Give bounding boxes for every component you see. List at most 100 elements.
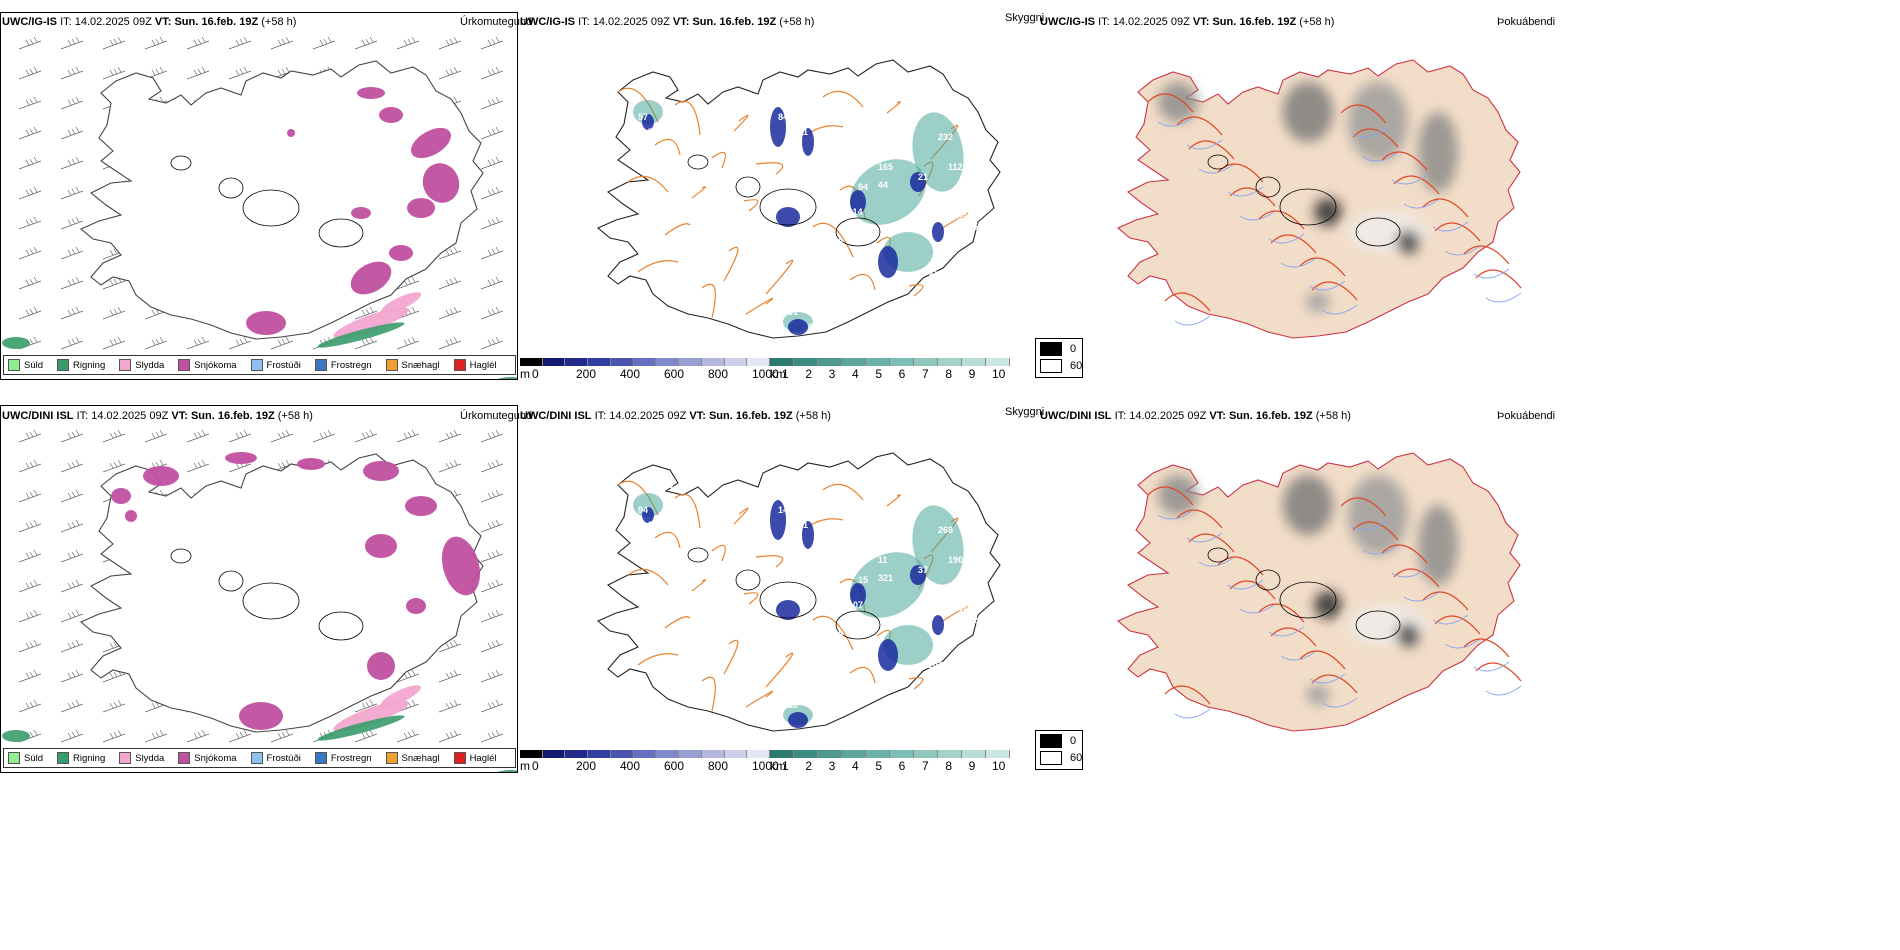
- cbar_m-segment: [520, 750, 543, 758]
- fog-legend-label: 0: [1070, 735, 1077, 747]
- fog-patch-6: [1396, 230, 1420, 254]
- wind-barb: [228, 429, 252, 443]
- legend-swatch: [250, 359, 263, 371]
- fog-patch-3: [1418, 505, 1458, 585]
- cbar_km-tick: 3: [828, 367, 836, 381]
- road-line: [908, 284, 924, 297]
- wind-barb: [228, 66, 252, 80]
- fog-patch-4: [1314, 198, 1342, 226]
- cbar_m-segment: [542, 358, 566, 366]
- cbar_m-tick: 800: [708, 759, 729, 773]
- legend-item: Frostregn: [314, 359, 372, 371]
- visibility-value-label: 94: [858, 182, 869, 192]
- visibility-value-label: 232: [938, 132, 954, 142]
- cbar_km-unit: km: [770, 759, 786, 773]
- wind-barb: [102, 429, 126, 443]
- cbar_km-segment: [770, 750, 794, 758]
- glacier-outline-0: [759, 188, 817, 226]
- wind-barb: [480, 579, 504, 593]
- visibility-value-label: 95: [958, 625, 969, 635]
- road-line: [1422, 198, 1469, 218]
- rain-area-2: [497, 377, 517, 379]
- road-line: [1381, 544, 1428, 564]
- river-line: [1227, 579, 1264, 590]
- cbar_km-segment: [962, 358, 986, 366]
- road-line: [627, 175, 669, 193]
- wind-barb: [60, 156, 84, 170]
- wind-barb: [18, 609, 42, 623]
- glacier-outline-2: [1355, 610, 1401, 640]
- road-line: [1434, 615, 1481, 635]
- cbar_m-tick: 1000: [752, 367, 779, 381]
- river-line: [1391, 567, 1428, 578]
- low-ceiling-area-4: [878, 639, 898, 671]
- fog-map-bottom: [1116, 452, 1522, 732]
- glacier-outline-1: [1255, 176, 1281, 198]
- glacier-outline-1: [735, 176, 761, 198]
- visibility-value-label: 61: [928, 267, 939, 277]
- cbar_km-tick: 4: [852, 759, 859, 773]
- cbar_km-tick: 10: [992, 759, 1006, 773]
- cbar_km-segment: [938, 358, 962, 366]
- legend-label: Frostregn: [330, 752, 372, 764]
- wind-barb: [144, 336, 168, 350]
- legend-item: Snjókoma: [178, 359, 237, 371]
- wind-barb: [354, 729, 378, 743]
- wind-barb: [60, 66, 84, 80]
- low-ceiling-area-8: [932, 222, 944, 242]
- wind-barb: [18, 699, 42, 713]
- wind-barb: [480, 306, 504, 320]
- legend-label: Frostúði: [266, 752, 301, 764]
- legend-item: Súld: [8, 752, 43, 764]
- visibility-value-label: 15: [818, 157, 829, 167]
- wind-barb: [186, 66, 210, 80]
- wind-barb: [60, 306, 84, 320]
- visibility-value-label: 71: [888, 282, 899, 292]
- road-line: [691, 186, 706, 199]
- cbar_m-tick: 200: [576, 367, 597, 381]
- fog-legend-row: 60: [1040, 751, 1082, 765]
- visibility-value-label: 94: [648, 520, 659, 530]
- fog-panel-bottom: [1038, 405, 1558, 770]
- fog-panel-top: [1038, 12, 1558, 377]
- road-line: [1352, 521, 1399, 541]
- road-line: [743, 592, 759, 605]
- fog-patch-0: [1158, 475, 1198, 515]
- wind-barb: [480, 519, 504, 533]
- river-line: [1350, 520, 1387, 531]
- fog-legend-swatch: [1040, 359, 1062, 373]
- road-line: [1147, 486, 1194, 506]
- wind-barb: [18, 96, 42, 110]
- legend-swatch: [119, 752, 132, 764]
- snow-area-6: [441, 536, 481, 596]
- visibility-value-label: 95: [958, 605, 969, 615]
- road-line: [822, 483, 864, 501]
- wind-barb: [60, 459, 84, 473]
- legend-item: Rigning: [57, 752, 105, 764]
- glacier-outline-0: [242, 582, 300, 620]
- road-line: [637, 260, 679, 273]
- low-ceiling-area-3: [850, 190, 866, 214]
- road-line: [654, 531, 681, 549]
- snow-area-8: [406, 598, 426, 614]
- visibility-value-label: 268: [938, 525, 954, 535]
- legend-label: Slydda: [135, 359, 165, 371]
- river-line: [1186, 139, 1223, 150]
- river-line: [1362, 544, 1399, 555]
- wind-barb: [354, 36, 378, 50]
- visibility-value-label: 97: [958, 180, 969, 190]
- river-line: [1157, 509, 1194, 520]
- wind-barb: [18, 336, 42, 350]
- legend-swatch: [453, 359, 466, 371]
- cbar_km-segment: [986, 358, 1010, 366]
- road-line: [1463, 245, 1510, 265]
- wind-barb: [396, 276, 420, 290]
- cbar_km-unit: km: [770, 367, 786, 381]
- snow-area-2: [225, 452, 257, 464]
- visibility-value-label: 142: [928, 660, 944, 670]
- visibility-value-label: 79: [958, 232, 969, 242]
- wind-barb: [60, 579, 84, 593]
- river-line: [1473, 268, 1510, 279]
- wind-barb: [18, 186, 42, 200]
- river-line: [1444, 245, 1481, 256]
